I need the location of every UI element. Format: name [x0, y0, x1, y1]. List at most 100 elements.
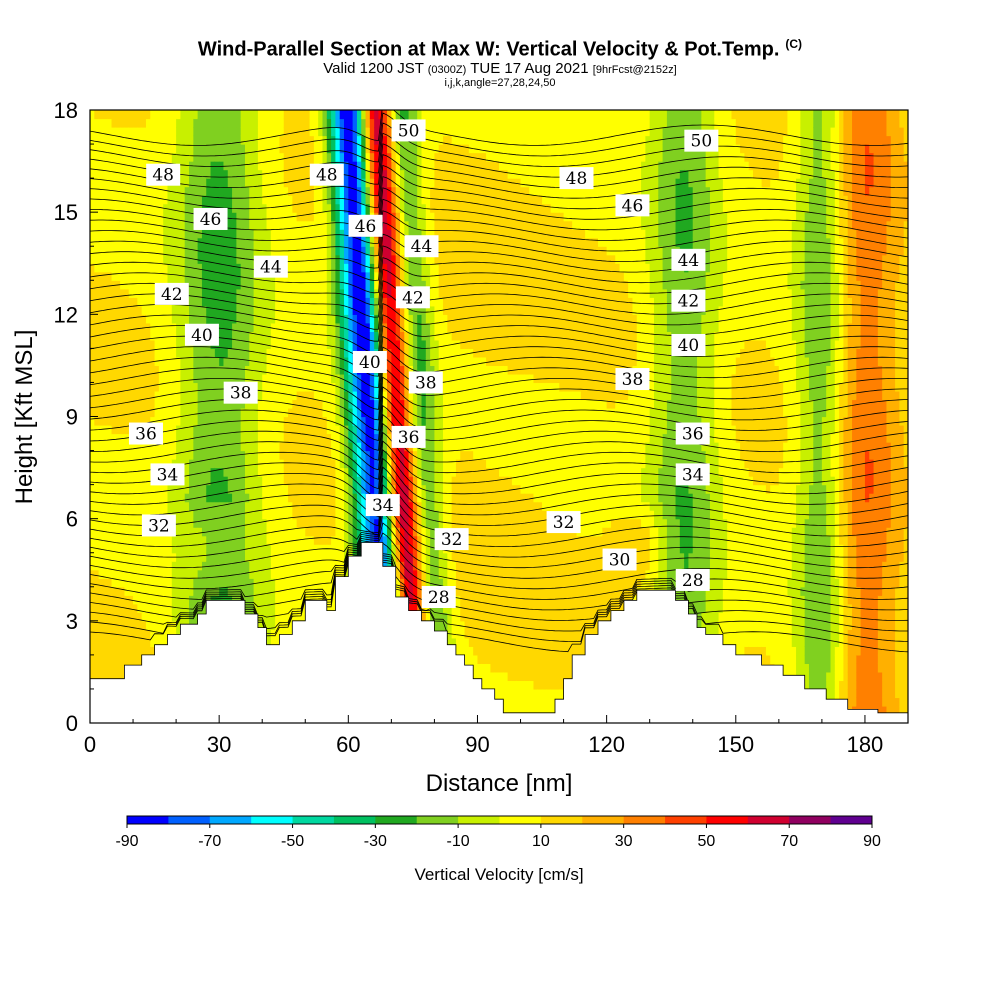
- field-cell: [107, 118, 113, 128]
- field-cell: [94, 442, 100, 452]
- field-cell: [176, 135, 182, 145]
- field-cell: [262, 595, 268, 605]
- field-cell: [128, 578, 134, 588]
- field-cell: [128, 442, 134, 452]
- field-cell: [102, 356, 108, 367]
- field-cell: [189, 178, 194, 188]
- field-cell: [184, 178, 190, 188]
- field-cell: [257, 442, 263, 452]
- field-cell: [107, 322, 113, 332]
- field-cell: [167, 263, 173, 273]
- field-cell: [141, 152, 147, 162]
- field-cell: [193, 373, 199, 384]
- field-cell: [236, 237, 242, 247]
- field-cell: [94, 237, 100, 247]
- field-cell: [270, 535, 276, 545]
- field-cell: [223, 416, 229, 426]
- field-cell: [107, 654, 113, 664]
- field-cell: [115, 654, 121, 664]
- field-cell: [189, 484, 194, 494]
- field-cell: [90, 603, 95, 613]
- field-cell: [283, 382, 289, 392]
- field-cell: [197, 459, 203, 469]
- field-cell: [296, 314, 302, 324]
- field-cell: [313, 407, 319, 418]
- field-cell: [223, 484, 229, 494]
- field-cell: [322, 331, 328, 341]
- field-cell: [275, 544, 281, 554]
- field-cell: [180, 305, 186, 315]
- field-cell: [374, 416, 380, 426]
- field-cell: [133, 161, 138, 171]
- field-cell: [344, 493, 349, 503]
- field-cell: [223, 544, 229, 554]
- field-cell: [257, 390, 263, 401]
- field-cell: [262, 161, 268, 171]
- field-cell: [335, 348, 341, 358]
- field-cell: [133, 569, 138, 579]
- field-cell: [227, 442, 233, 452]
- field-cell: [331, 297, 336, 307]
- field-cell: [240, 569, 246, 579]
- field-cell: [305, 195, 311, 205]
- field-cell: [322, 578, 328, 588]
- field-cell: [240, 578, 246, 588]
- field-cell: [223, 263, 229, 273]
- field-cell: [305, 501, 311, 511]
- field-cell: [318, 203, 324, 213]
- field-cell: [270, 339, 276, 349]
- field-cell: [137, 493, 143, 503]
- field-cell: [137, 152, 143, 162]
- field-cell: [128, 484, 134, 494]
- field-cell: [344, 152, 349, 162]
- field-cell: [296, 501, 302, 511]
- field-cell: [313, 305, 319, 315]
- field-cell: [292, 220, 298, 230]
- field-cell: [98, 561, 104, 571]
- field-cell: [292, 459, 298, 469]
- field-cell: [124, 442, 130, 452]
- field-cell: [374, 280, 380, 290]
- field-cell: [257, 356, 263, 367]
- field-cell: [98, 501, 104, 511]
- field-cell: [206, 110, 212, 120]
- field-cell: [141, 280, 147, 290]
- field-cell: [288, 152, 293, 162]
- field-cell: [279, 161, 285, 171]
- field-cell: [219, 407, 225, 418]
- field-cell: [352, 195, 358, 205]
- field-cell: [115, 433, 121, 443]
- field-cell: [124, 127, 130, 137]
- field-cell: [124, 178, 130, 188]
- field-cell: [305, 544, 311, 554]
- field-cell: [120, 654, 126, 664]
- field-cell: [102, 552, 108, 562]
- field-cell: [94, 127, 100, 137]
- field-cell: [102, 229, 108, 239]
- field-cell: [124, 246, 130, 256]
- field-cell: [331, 135, 336, 145]
- field-cell: [348, 442, 354, 452]
- field-cell: [167, 390, 173, 401]
- valid-date: TUE 17 Aug 2021: [470, 60, 589, 77]
- field-cell: [227, 331, 233, 341]
- field-cell: [240, 152, 246, 162]
- field-cell: [266, 356, 272, 367]
- field-cell: [98, 246, 104, 256]
- field-cell: [184, 493, 190, 503]
- field-cell: [193, 476, 199, 486]
- field-cell: [292, 178, 298, 188]
- field-cell: [90, 212, 95, 222]
- field-cell: [154, 229, 160, 239]
- field-cell: [193, 152, 199, 162]
- field-cell: [244, 314, 250, 324]
- field-cell: [137, 450, 143, 460]
- field-cell: [275, 450, 281, 460]
- field-cell: [288, 561, 293, 571]
- field-cell: [227, 169, 233, 179]
- field-cell: [150, 612, 156, 622]
- field-cell: [94, 510, 100, 520]
- field-cell: [137, 246, 143, 256]
- field-cell: [356, 331, 362, 341]
- field-cell: [107, 271, 113, 281]
